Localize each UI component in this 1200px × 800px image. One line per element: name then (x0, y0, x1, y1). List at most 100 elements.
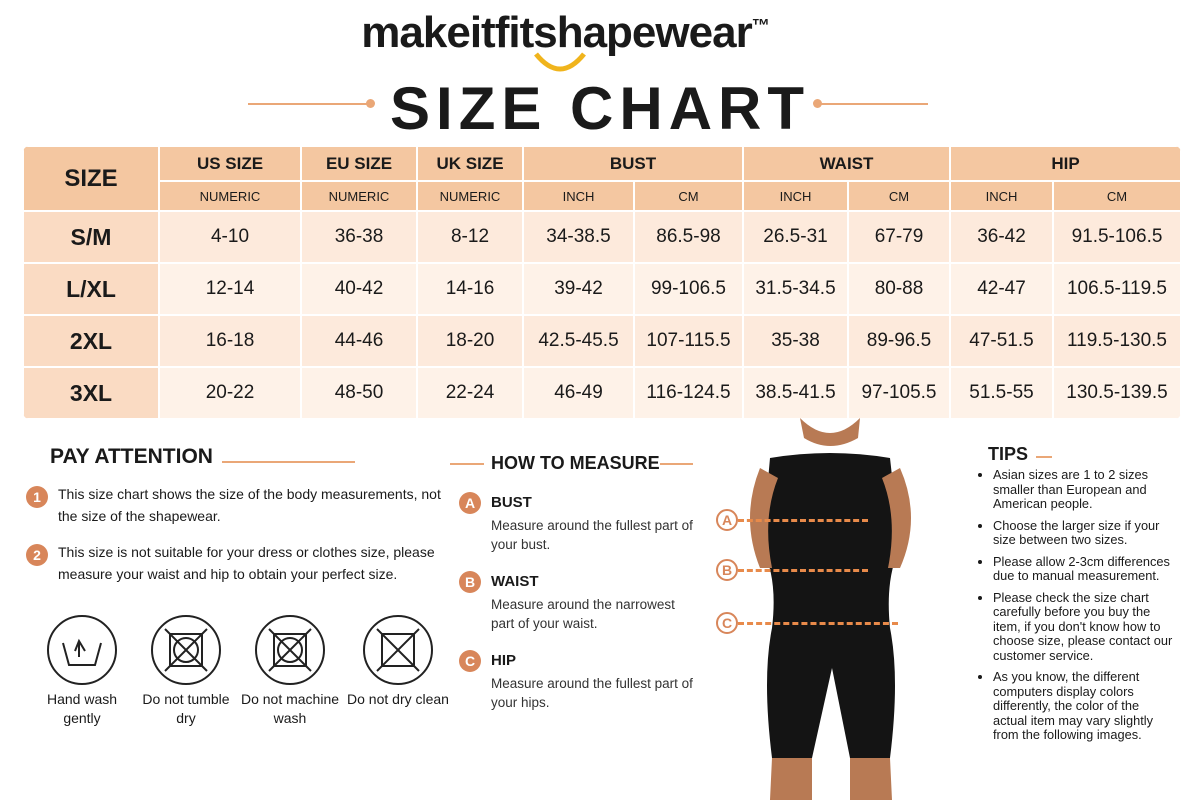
deco-line (222, 461, 355, 463)
sub-header: INCH (742, 180, 849, 212)
cell: 38.5-41.5 (742, 366, 849, 420)
cell: 107-115.5 (633, 314, 744, 368)
cell: 97-105.5 (847, 366, 951, 420)
model-figure (750, 418, 911, 800)
group-header: US SIZE (158, 145, 302, 182)
subheader-row: NUMERIC NUMERIC NUMERIC INCH CM INCH CM INCH CM (23, 180, 1182, 212)
cell: 36-38 (300, 210, 418, 264)
tip: As you know, the different computers dis… (993, 669, 1175, 743)
measure-letter: A (459, 492, 481, 514)
cell: 39-42 (522, 262, 635, 316)
care-label: Do not machine wash (240, 691, 340, 726)
sub-header: INCH (949, 180, 1054, 212)
trademark: ™ (751, 15, 770, 36)
cell: 46-49 (522, 366, 635, 420)
care-icon (363, 615, 433, 685)
cell: 36-42 (949, 210, 1054, 264)
data-row: S/M 4-10 36-38 8-12 34-38.5 86.5-98 26.5-31 67-… (22, 210, 1182, 264)
deco-line (450, 463, 484, 465)
data-row: 2XL 16-18 44-46 18-20 42.5-45.5 107-115.5 35-3… (22, 314, 1182, 368)
measure-name: HIP (491, 652, 517, 669)
care-label: Hand wash gently (46, 691, 118, 726)
sub-header: NUMERIC (416, 180, 524, 212)
care-label: Do not tumble dry (142, 691, 230, 726)
cell: 51.5-55 (949, 366, 1054, 420)
sub-header: NUMERIC (300, 180, 418, 212)
group-header: UK SIZE (416, 145, 524, 182)
cell: 86.5-98 (633, 210, 744, 264)
deco-line (660, 463, 693, 465)
cell: 80-88 (847, 262, 951, 316)
smile (534, 52, 586, 72)
measure-text: Measure around the narrowest part of you… (491, 597, 675, 631)
item-number: 1 (26, 486, 48, 508)
section-title: PAY ATTENTION (50, 445, 213, 468)
measure-text: Measure around the fullest part of your … (491, 676, 693, 710)
measure-name: BUST (491, 494, 532, 511)
sub-header: CM (633, 180, 744, 212)
tip: Please check the size chart carefully be… (993, 590, 1175, 664)
cell: 22-24 (416, 366, 524, 420)
deco-line (818, 103, 928, 105)
cell: 3XL (22, 366, 160, 420)
cell: 34-38.5 (522, 210, 635, 264)
group-header: HIP (949, 145, 1182, 182)
cell: 26.5-31 (742, 210, 849, 264)
deco-line (248, 103, 368, 105)
data-row: L/XL 12-14 40-42 14-16 39-42 99-106.5 31.5-34.… (22, 262, 1182, 316)
cell: 91.5-106.5 (1052, 210, 1182, 264)
item-text: This size is not suitable for your dress… (58, 544, 435, 582)
cell: 18-20 (416, 314, 524, 368)
tips-list: Asian sizes are 1 to 2 sizes smaller tha… (975, 467, 1175, 750)
sub-header: CM (1052, 180, 1182, 212)
cell: 67-79 (847, 210, 951, 264)
section-title: HOW TO MEASURE (491, 453, 660, 473)
sub-header: INCH (522, 180, 635, 212)
cell: 119.5-130.5 (1052, 314, 1182, 368)
cell: 48-50 (300, 366, 418, 420)
tip: Please allow 2-3cm differences due to ma… (993, 554, 1175, 584)
cell: 12-14 (158, 262, 302, 316)
cell: 130.5-139.5 (1052, 366, 1182, 420)
brand: makeitfitshapewear™ (0, 8, 1130, 58)
size-header: SIZE (22, 145, 160, 212)
cell: 2XL (22, 314, 160, 368)
brand-name: makeitfitshapewear (361, 8, 752, 57)
data-row: 3XL 20-22 48-50 22-24 46-49 116-124.5 38.5-41.… (22, 366, 1182, 420)
measure-line (738, 569, 868, 572)
sub-header: NUMERIC (158, 180, 302, 212)
cell: 40-42 (300, 262, 418, 316)
care-icon (255, 615, 325, 685)
cell: 35-38 (742, 314, 849, 368)
size-table: SIZE US SIZE EU SIZE UK SIZE BUST WAIST HIP NUM… (22, 145, 1182, 420)
group-header: BUST (522, 145, 744, 182)
tip: Choose the larger size if your size betw… (993, 518, 1175, 548)
cell: 42-47 (949, 262, 1054, 316)
measure-letter: B (459, 571, 481, 593)
cell: 106.5-119.5 (1052, 262, 1182, 316)
cell: 116-124.5 (633, 366, 744, 420)
sub-header: CM (847, 180, 951, 212)
cell: 8-12 (416, 210, 524, 264)
deco-dot (366, 99, 375, 108)
cell: 20-22 (158, 366, 302, 420)
cell: 4-10 (158, 210, 302, 264)
measure-name: WAIST (491, 573, 539, 590)
measure-line (738, 622, 898, 625)
header-row: SIZE US SIZE EU SIZE UK SIZE BUST WAIST HIP (22, 145, 1182, 212)
care-icon (151, 615, 221, 685)
cell: S/M (22, 210, 160, 264)
cell: 89-96.5 (847, 314, 951, 368)
marker: C (716, 612, 738, 634)
care-label: Do not dry clean (347, 691, 449, 707)
group-header: EU SIZE (300, 145, 418, 182)
deco-dot (813, 99, 822, 108)
cell: 47-51.5 (949, 314, 1054, 368)
tip: Asian sizes are 1 to 2 sizes smaller tha… (993, 467, 1175, 512)
cell: 14-16 (416, 262, 524, 316)
cell: 44-46 (300, 314, 418, 368)
care-icon (47, 615, 117, 685)
measure-letter: C (459, 650, 481, 672)
group-header: WAIST (742, 145, 951, 182)
